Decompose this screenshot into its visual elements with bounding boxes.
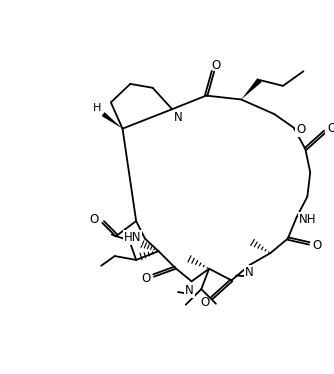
- Polygon shape: [102, 112, 123, 129]
- Polygon shape: [241, 78, 262, 99]
- Text: N: N: [185, 283, 194, 297]
- Text: O: O: [201, 296, 210, 309]
- Text: O: O: [312, 239, 322, 252]
- Text: N: N: [244, 266, 253, 279]
- Text: O: O: [141, 272, 151, 285]
- Text: NH: NH: [299, 212, 316, 226]
- Text: HN: HN: [124, 231, 141, 244]
- Text: O: O: [211, 59, 220, 72]
- Text: H: H: [93, 103, 102, 113]
- Text: O: O: [327, 122, 334, 135]
- Text: N: N: [174, 111, 182, 125]
- Text: O: O: [296, 123, 305, 136]
- Text: O: O: [90, 212, 99, 226]
